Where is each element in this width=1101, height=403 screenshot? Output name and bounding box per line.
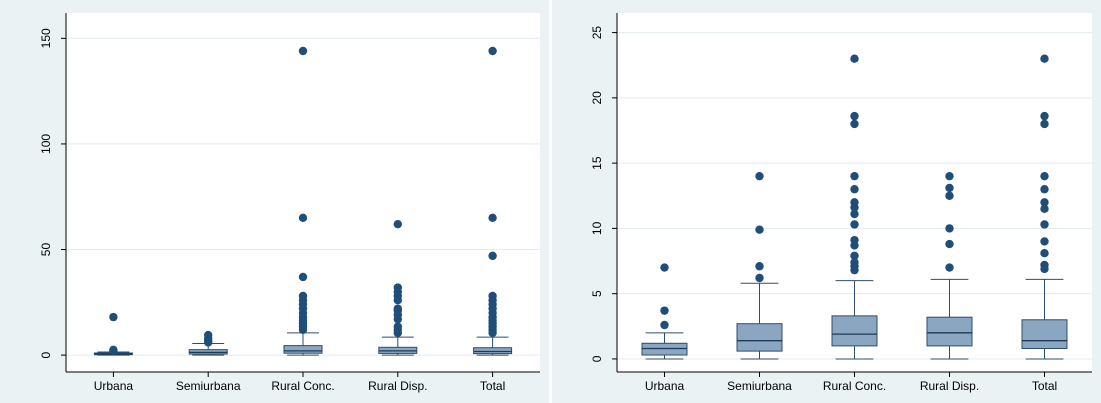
outlier-point: [660, 320, 669, 330]
x-tick-label: Rural Disp.: [368, 379, 427, 393]
outlier-point: [755, 273, 764, 283]
x-tick-label: Rural Disp.: [920, 379, 979, 393]
y-tick-label: 25: [590, 26, 604, 40]
outlier-point: [488, 291, 497, 301]
box: [1021, 319, 1068, 350]
y-tick-label: 5: [590, 290, 604, 297]
outlier-point: [393, 322, 402, 331]
y-tick-label: 150: [39, 28, 53, 48]
outlier-point: [850, 111, 859, 121]
outlier-point: [488, 251, 497, 261]
y-tick-label: 15: [590, 156, 604, 170]
outlier-point: [1040, 111, 1049, 121]
outlier-point: [1040, 198, 1049, 207]
outlier-point: [1040, 237, 1049, 246]
outlier-point: [850, 235, 859, 245]
outlier-point: [850, 258, 859, 267]
outlier-point: [945, 224, 954, 233]
outlier-point: [298, 213, 308, 223]
outlier-point: [1040, 185, 1049, 194]
x-tick-label: Total: [1032, 379, 1057, 393]
outlier-point: [850, 119, 859, 129]
outlier-point: [945, 171, 954, 181]
outlier-point: [488, 46, 497, 56]
outlier-point: [298, 291, 308, 301]
x-tick-label: Urbana: [645, 379, 685, 393]
outlier-point: [660, 306, 669, 315]
outlier-point: [109, 312, 118, 322]
y-tick-label: 0: [590, 355, 604, 362]
x-tick-label: Semiurbana: [727, 379, 792, 393]
outlier-point: [850, 220, 859, 229]
x-tick-label: Rural Conc.: [271, 379, 334, 393]
box: [736, 323, 783, 352]
outlier-point: [850, 198, 859, 207]
outlier-point: [1040, 204, 1049, 214]
outlier-point: [298, 46, 308, 56]
outlier-point: [850, 209, 859, 219]
outlier-point: [1040, 54, 1049, 63]
outlier-point: [393, 283, 402, 292]
outlier-point: [850, 251, 859, 261]
y-tick-label: 50: [39, 243, 53, 257]
outlier-point: [1040, 171, 1049, 181]
box: [473, 347, 513, 355]
y-tick-label: 0: [39, 351, 53, 358]
x-tick-label: Urbana: [94, 379, 134, 393]
outlier-point: [660, 263, 669, 272]
y-tick-label: 20: [590, 91, 604, 105]
outlier-point: [109, 345, 118, 355]
outlier-point: [850, 185, 859, 194]
box: [283, 345, 323, 354]
y-tick-label: 10: [590, 221, 604, 235]
box: [831, 315, 878, 347]
box: [641, 342, 688, 356]
x-tick-label: Rural Conc.: [823, 379, 886, 393]
outlier-point: [945, 239, 954, 249]
chart-panel-1: 0 50 100 150 Urbana Semiurbana Rural Conc. Rura…: [0, 0, 549, 403]
outlier-point: [393, 219, 402, 229]
outlier-point: [1040, 119, 1049, 129]
outlier-point: [755, 225, 764, 234]
x-tick-label: Semiurbana: [176, 379, 241, 393]
outlier-point: [488, 213, 497, 223]
outlier-point: [298, 272, 308, 282]
outlier-point: [755, 171, 764, 181]
outlier-point: [850, 54, 859, 63]
chart-panel-2: 0 5 10 15 20 25 Urbana Semiurbana Rural Conc. Rur…: [552, 0, 1101, 403]
outlier-point: [945, 191, 954, 200]
outlier-point: [1040, 220, 1049, 229]
outlier-point: [850, 171, 859, 181]
y-tick-label: 100: [39, 134, 53, 154]
outlier-point: [1040, 260, 1049, 270]
outlier-point: [204, 330, 213, 340]
x-tick-label: Total: [480, 379, 505, 393]
outlier-point: [945, 183, 954, 193]
outlier-point: [393, 304, 402, 313]
outlier-point: [1040, 249, 1049, 258]
outlier-point: [755, 262, 764, 271]
outlier-point: [945, 263, 954, 272]
box: [926, 316, 973, 347]
